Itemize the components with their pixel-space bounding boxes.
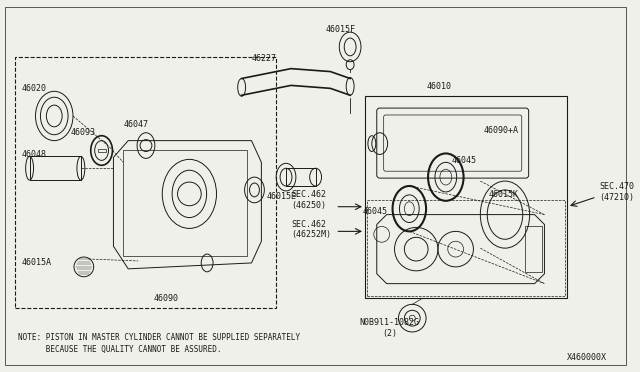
Text: 46010: 46010: [426, 82, 451, 91]
Bar: [98, 148, 106, 153]
Text: 46015F: 46015F: [326, 25, 355, 34]
Bar: [29, 156, 81, 180]
Text: NOTE: PISTON IN MASTER CYLINDER CANNOT BE SUPPLIED SEPARATELY: NOTE: PISTON IN MASTER CYLINDER CANNOT B…: [18, 333, 300, 342]
Text: 46045: 46045: [452, 156, 477, 165]
Text: 46047: 46047: [124, 121, 148, 129]
Text: 46015K: 46015K: [488, 190, 518, 199]
Text: 46015E: 46015E: [266, 192, 296, 201]
Text: 46048: 46048: [22, 150, 47, 159]
Text: N0B9l1-1082G
(2): N0B9l1-1082G (2): [360, 318, 420, 338]
Text: 46090+A: 46090+A: [483, 126, 518, 135]
Text: BECAUSE THE QUALITY CANNOT BE ASSURED.: BECAUSE THE QUALITY CANNOT BE ASSURED.: [18, 345, 221, 354]
Text: 46045: 46045: [363, 207, 388, 216]
Bar: [525, 227, 543, 272]
Text: 46227: 46227: [252, 54, 276, 63]
Text: 46090: 46090: [153, 294, 178, 303]
Text: 46093: 46093: [71, 128, 96, 137]
Text: SEC.462
(46252M): SEC.462 (46252M): [291, 220, 331, 239]
Text: 46020: 46020: [22, 84, 47, 93]
Text: 46015A: 46015A: [22, 259, 52, 267]
Bar: [124, 150, 246, 256]
Text: X460000X: X460000X: [566, 353, 607, 362]
Text: SEC.470
(47210): SEC.470 (47210): [600, 182, 635, 202]
Text: SEC.462
(46250): SEC.462 (46250): [291, 190, 326, 209]
Bar: [286, 168, 316, 186]
